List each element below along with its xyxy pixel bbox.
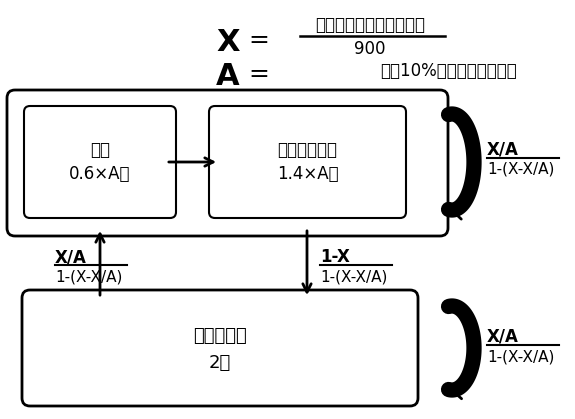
Text: =: = <box>248 62 269 86</box>
FancyBboxPatch shape <box>7 90 448 236</box>
Text: =: = <box>248 28 269 52</box>
Text: 1-X: 1-X <box>320 248 350 266</box>
Text: 凝視10%ごとに決めた定数: 凝視10%ごとに決めた定数 <box>380 62 517 80</box>
Text: 凝視していたフレーム数: 凝視していたフレーム数 <box>315 16 425 34</box>
Text: X/A: X/A <box>487 140 519 158</box>
Text: X/A: X/A <box>487 327 519 345</box>
Text: 900: 900 <box>354 40 386 58</box>
Text: X/A: X/A <box>55 248 87 266</box>
Text: 視線そらし: 視線そらし <box>193 327 247 345</box>
FancyBboxPatch shape <box>209 106 406 218</box>
Text: 凝視: 凝視 <box>90 141 110 159</box>
Text: 1-(X-X/A): 1-(X-X/A) <box>55 269 122 284</box>
Text: 1-(X-X/A): 1-(X-X/A) <box>320 269 388 284</box>
Text: 1-(X-X/A): 1-(X-X/A) <box>487 162 554 177</box>
FancyBboxPatch shape <box>24 106 176 218</box>
Text: あいまい注視: あいまい注視 <box>278 141 338 159</box>
Text: 2秒: 2秒 <box>209 354 231 372</box>
Text: 1-(X-X/A): 1-(X-X/A) <box>487 349 554 364</box>
Text: 0.6×A秒: 0.6×A秒 <box>69 165 131 183</box>
Text: X: X <box>216 28 240 57</box>
FancyBboxPatch shape <box>22 290 418 406</box>
Text: 1.4×A秒: 1.4×A秒 <box>277 165 338 183</box>
Text: A: A <box>216 62 240 91</box>
